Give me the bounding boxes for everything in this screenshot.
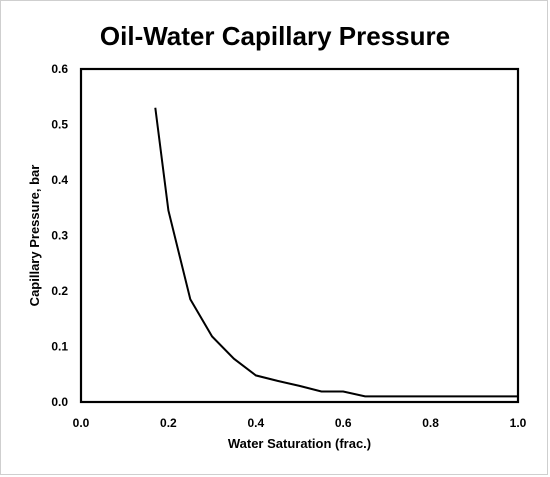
x-tick-label: 1.0 xyxy=(510,416,527,430)
x-tick-label: 0.0 xyxy=(73,416,90,430)
y-axis-ticks: 0.0 0.1 0.2 0.3 0.4 0.5 0.6 xyxy=(51,62,68,409)
plot-area xyxy=(79,67,520,404)
y-tick-label: 0.1 xyxy=(51,340,68,354)
y-tick-label: 0.4 xyxy=(51,173,68,187)
y-axis-label: Capillary Pressure, bar xyxy=(27,165,42,307)
x-tick-label: 0.8 xyxy=(422,416,439,430)
y-tick-label: 0.0 xyxy=(51,395,68,409)
capillary-pressure-line xyxy=(154,107,518,398)
y-tick-label: 0.3 xyxy=(51,229,68,243)
x-tick-label: 0.6 xyxy=(335,416,352,430)
x-tick-label: 0.2 xyxy=(160,416,177,430)
x-axis-ticks: 0.0 0.2 0.4 0.6 0.8 1.0 xyxy=(73,416,527,430)
y-tick-label: 0.2 xyxy=(51,284,68,298)
chart-title: Oil-Water Capillary Pressure xyxy=(100,21,450,51)
x-axis-label: Water Saturation (frac.) xyxy=(228,436,371,451)
x-tick-label: 0.4 xyxy=(247,416,264,430)
y-tick-label: 0.6 xyxy=(51,62,68,76)
y-tick-label: 0.5 xyxy=(51,118,68,132)
